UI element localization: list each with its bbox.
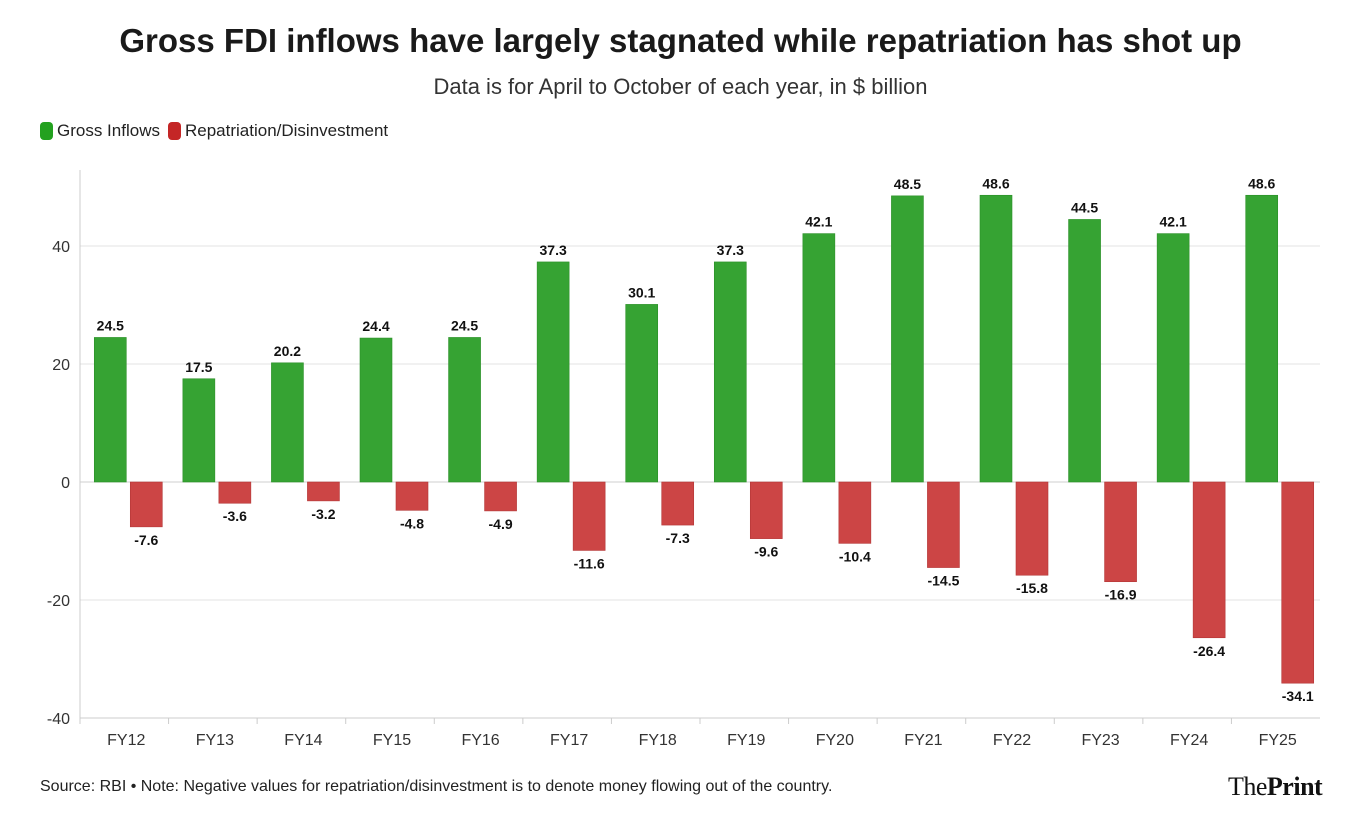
data-label: -26.4	[1193, 643, 1225, 659]
legend-swatch-green	[40, 122, 53, 140]
theprint-logo: ThePrint	[1228, 772, 1323, 802]
legend-label: Repatriation/Disinvestment	[184, 121, 389, 140]
x-tick-label: FY24	[1170, 732, 1208, 749]
bar-gross-inflows-FY20	[802, 233, 836, 483]
data-label: 48.6	[982, 175, 1009, 191]
data-label: 37.3	[540, 242, 567, 258]
bar-repatriation-FY14	[307, 481, 340, 502]
data-label: 37.3	[717, 242, 744, 258]
data-label: -7.3	[666, 530, 690, 546]
logo-part2: Print	[1266, 772, 1323, 801]
x-tick-label: FY23	[1081, 732, 1119, 749]
bar-repatriation-FY16	[484, 481, 517, 512]
data-label: 30.1	[628, 284, 655, 300]
bar-gross-inflows-FY25	[1245, 194, 1279, 483]
bar-repatriation-FY20	[838, 481, 872, 544]
data-label: -4.9	[489, 516, 513, 532]
x-tick-label: FY15	[373, 732, 411, 749]
bar-gross-inflows-FY21	[891, 195, 924, 483]
bar-repatriation-FY24	[1192, 481, 1226, 639]
chart-title: Gross FDI inflows have largely stagnated…	[119, 22, 1242, 59]
data-label: 42.1	[805, 214, 832, 230]
bar-repatriation-FY17	[572, 481, 606, 551]
bar-gross-inflows-FY22	[979, 194, 1013, 483]
bar-gross-inflows-FY14	[271, 362, 304, 483]
data-label: -3.6	[223, 508, 247, 524]
bar-repatriation-FY18	[661, 481, 695, 526]
data-label: 48.5	[894, 176, 921, 192]
data-label: -9.6	[754, 544, 778, 560]
data-label: -14.5	[927, 573, 959, 589]
data-label: -16.9	[1105, 587, 1137, 603]
x-tick-label: FY20	[816, 732, 854, 749]
x-tick-label: FY22	[993, 732, 1031, 749]
x-tick-label: FY21	[904, 732, 942, 749]
data-label: 44.5	[1071, 199, 1098, 215]
x-tick-label: FY12	[107, 732, 145, 749]
chart-subtitle: Data is for April to October of each yea…	[433, 74, 928, 99]
data-label: 42.1	[1160, 214, 1187, 230]
x-tick-label: FY14	[284, 732, 322, 749]
y-tick-label: 20	[52, 357, 70, 374]
x-tick-label: FY17	[550, 732, 588, 749]
bar-gross-inflows-FY23	[1068, 219, 1101, 483]
x-tick-label: FY18	[639, 732, 677, 749]
bar-gross-inflows-FY19	[713, 261, 747, 483]
x-tick-label: FY13	[196, 732, 234, 749]
legend-item-repatriation: Repatriation/Disinvestment	[167, 121, 389, 141]
legend-swatch-red	[167, 122, 181, 140]
data-label: -7.6	[134, 532, 158, 548]
data-label: 24.5	[451, 317, 478, 333]
bar-repatriation-FY19	[749, 481, 783, 539]
y-tick-label: -20	[47, 593, 70, 610]
data-label: -34.1	[1282, 688, 1314, 704]
data-label: 20.2	[274, 343, 301, 359]
data-label: 17.5	[185, 359, 212, 375]
legend-item-gross-inflows: Gross Inflows	[40, 121, 160, 141]
x-tick-label: FY19	[727, 732, 765, 749]
legend: Gross Inflows Repatriation/Disinvestment	[40, 121, 396, 141]
y-tick-label: -40	[47, 711, 70, 728]
x-tick-label: FY25	[1259, 732, 1297, 749]
bar-repatriation-FY13	[218, 481, 252, 504]
data-label: -4.8	[400, 515, 424, 531]
bar-repatriation-FY25	[1281, 481, 1315, 684]
legend-label: Gross Inflows	[57, 121, 160, 140]
data-label: 48.6	[1248, 175, 1275, 191]
bar-repatriation-FY22	[1015, 481, 1049, 576]
data-label: 24.4	[362, 318, 389, 334]
y-tick-label: 0	[61, 475, 70, 492]
source-note: Source: RBI • Note: Negative values for …	[40, 778, 833, 795]
data-label: -3.2	[311, 506, 335, 522]
bar-repatriation-FY23	[1104, 481, 1137, 583]
bar-repatriation-FY15	[395, 481, 429, 511]
data-label: -11.6	[574, 555, 605, 571]
x-tick-label: FY16	[461, 732, 499, 749]
data-label: -15.8	[1016, 580, 1048, 596]
data-label: -10.4	[839, 548, 871, 564]
bar-gross-inflows-FY18	[625, 304, 659, 483]
bar-repatriation-FY12	[129, 481, 163, 528]
bar-gross-inflows-FY12	[93, 337, 127, 483]
bar-gross-inflows-FY24	[1156, 233, 1190, 483]
bar-gross-inflows-FY13	[182, 378, 216, 483]
bar-repatriation-FY21	[927, 481, 960, 568]
y-tick-label: 40	[52, 239, 70, 256]
bar-gross-inflows-FY15	[359, 337, 393, 483]
logo-part1: The	[1228, 772, 1267, 801]
bar-gross-inflows-FY17	[536, 261, 570, 483]
bar-gross-inflows-FY16	[448, 337, 481, 483]
data-label: 24.5	[97, 317, 124, 333]
